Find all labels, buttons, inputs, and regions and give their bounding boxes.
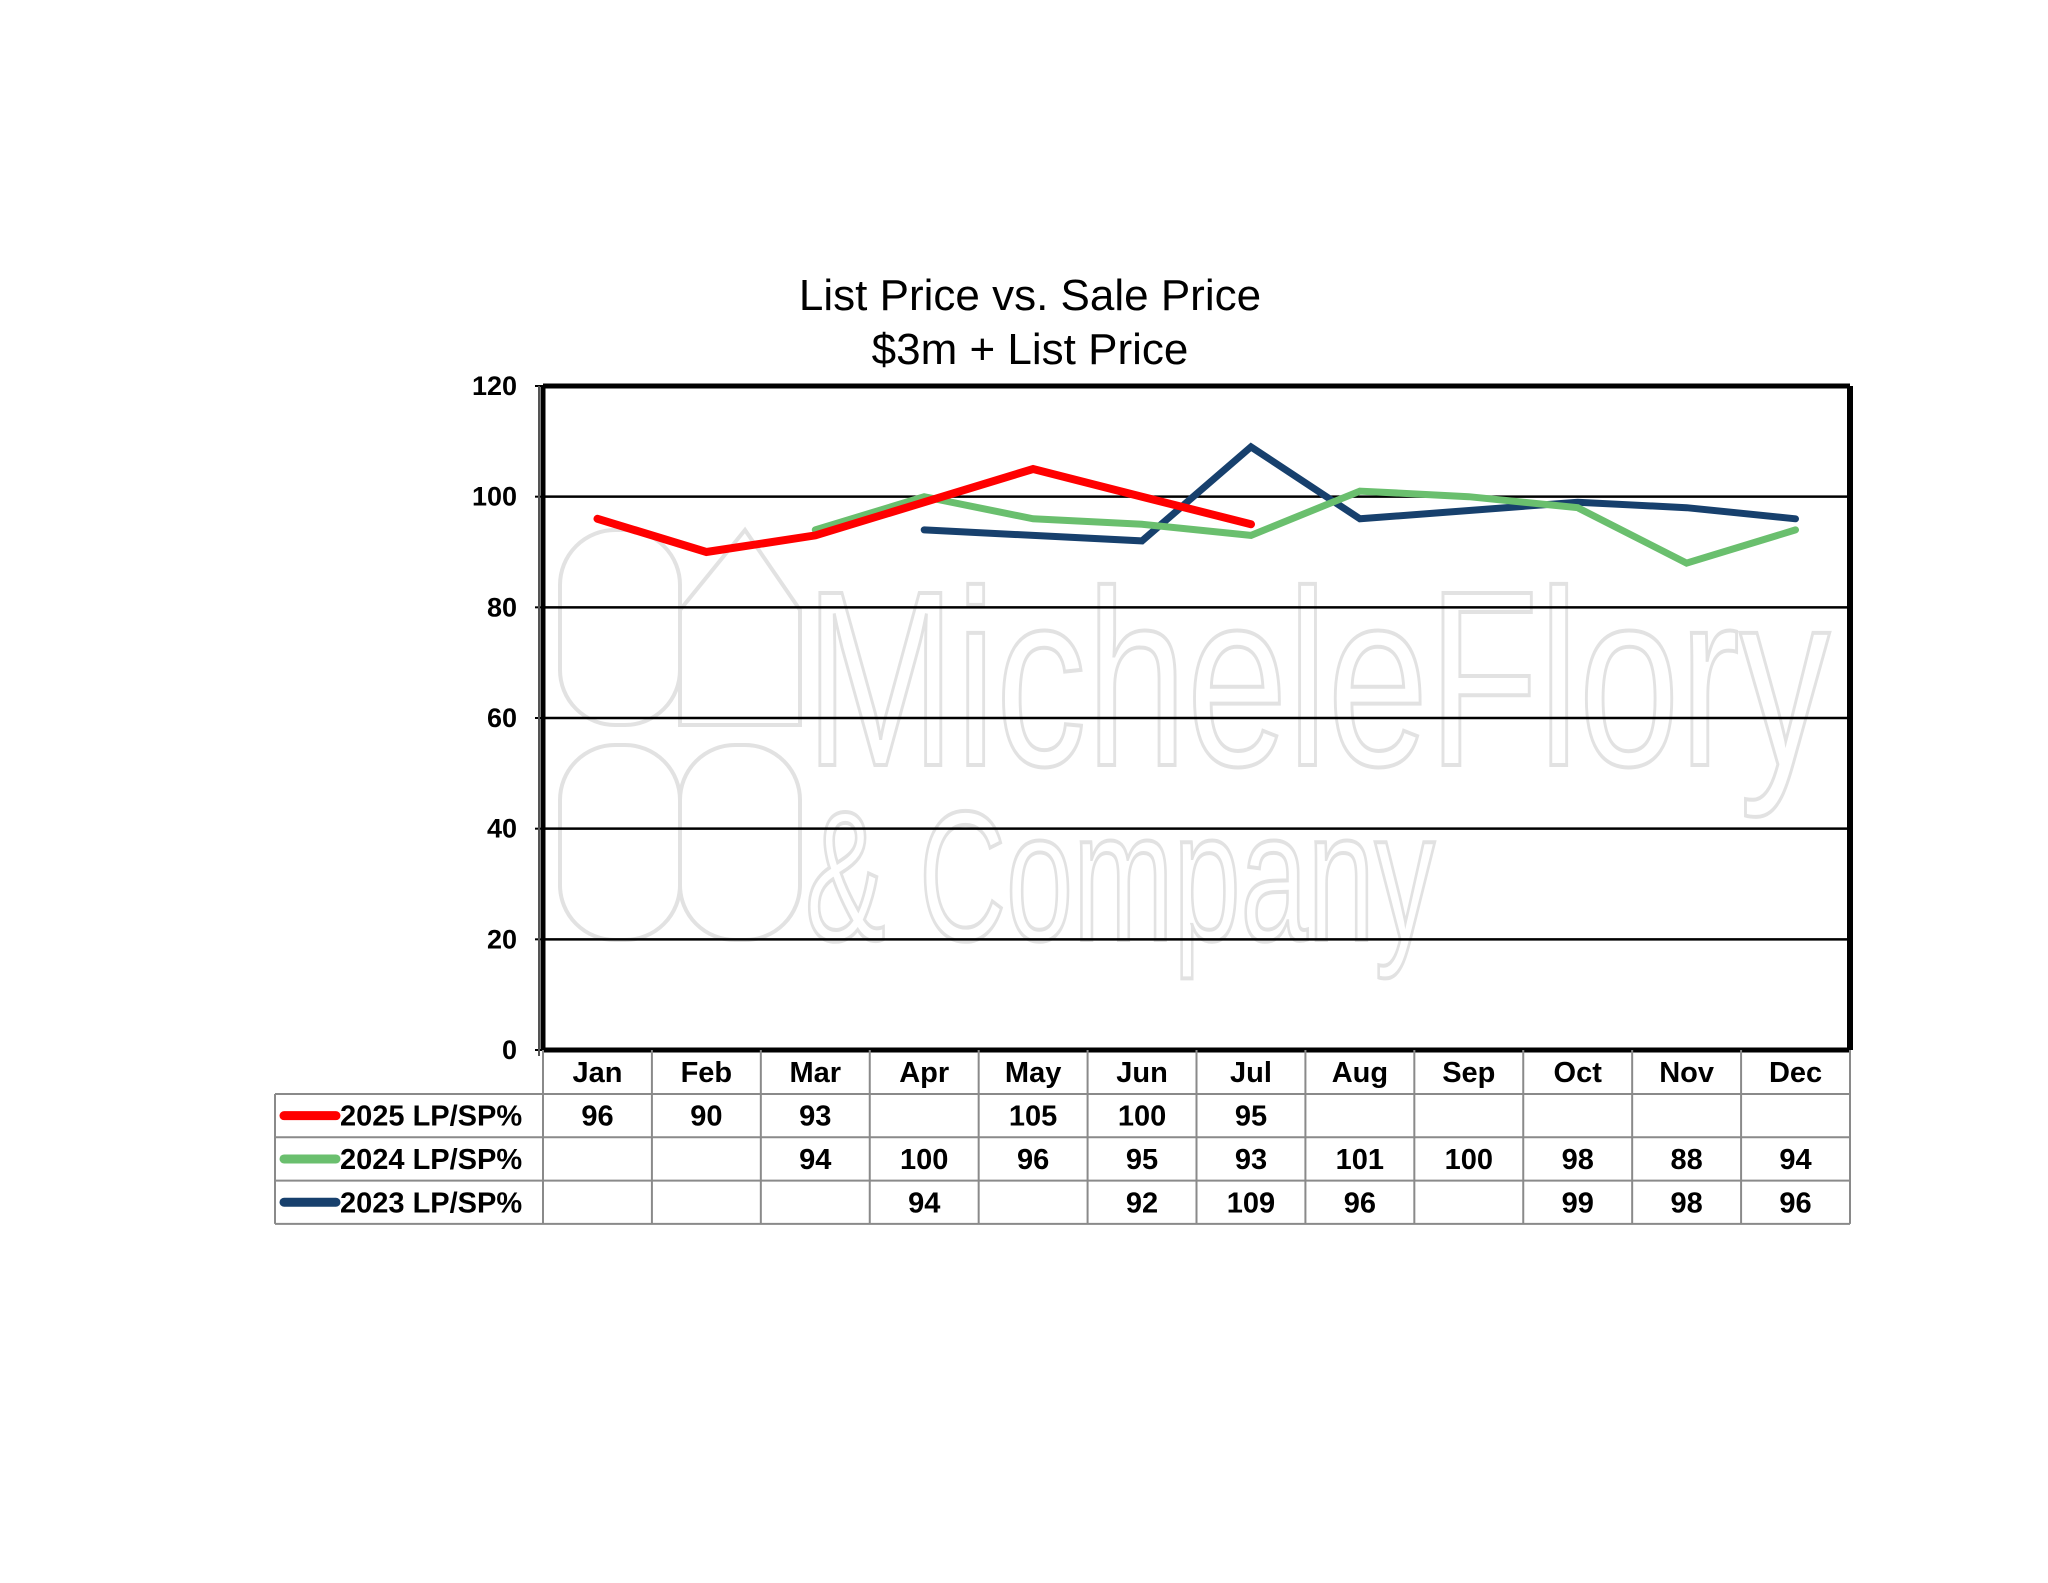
watermark-line1: MicheleFlory xyxy=(805,539,1830,818)
x-category-label: Nov xyxy=(1659,1057,1714,1089)
table-cell-value: 94 xyxy=(799,1144,831,1176)
table-cell-value: 94 xyxy=(908,1187,940,1219)
series-lines xyxy=(593,442,1799,567)
table-cell-value: 98 xyxy=(1670,1187,1702,1219)
series-line-2 xyxy=(920,442,1799,545)
table-cell-value: 96 xyxy=(1017,1144,1049,1176)
x-category-label: Sep xyxy=(1442,1057,1495,1089)
y-tick-label: 0 xyxy=(502,1035,517,1065)
watermark-logo: MicheleFlory & Company xyxy=(558,526,1832,982)
table-cell-value: 95 xyxy=(1126,1144,1158,1176)
x-category-label: May xyxy=(1005,1057,1061,1089)
x-category-label: Jan xyxy=(572,1057,622,1089)
table-cell-value: 93 xyxy=(799,1101,831,1133)
legend-label: 2025 LP/SP% xyxy=(340,1101,522,1133)
table-cell-value: 99 xyxy=(1562,1187,1594,1219)
watermark-line2: & Company xyxy=(805,774,1435,980)
y-tick-label: 40 xyxy=(487,814,517,844)
series-line-0 xyxy=(593,464,1255,557)
legend-label: 2024 LP/SP% xyxy=(340,1144,522,1176)
table-cell-value: 93 xyxy=(1235,1144,1267,1176)
x-category-label: Dec xyxy=(1769,1057,1822,1089)
table-cell-value: 92 xyxy=(1126,1187,1158,1219)
x-category-label: Jul xyxy=(1230,1057,1272,1089)
x-category-label: Jun xyxy=(1116,1057,1168,1089)
table-cell-value: 98 xyxy=(1562,1144,1594,1176)
table-cell-value: 88 xyxy=(1670,1144,1702,1176)
table-cell-value: 96 xyxy=(1779,1187,1811,1219)
table-cell-value: 100 xyxy=(1445,1144,1493,1176)
chart-title: List Price vs. Sale Price xyxy=(799,271,1261,320)
x-category-label: Oct xyxy=(1554,1057,1603,1089)
y-tick-label: 100 xyxy=(472,482,517,512)
gridlines xyxy=(543,495,1850,941)
table-cell-value: 90 xyxy=(690,1101,722,1133)
table-cell-value: 100 xyxy=(900,1144,948,1176)
y-tick-label: 20 xyxy=(487,924,517,954)
table-cell-value: 100 xyxy=(1118,1101,1166,1133)
table-cell-value: 96 xyxy=(581,1101,613,1133)
table-cell-value: 96 xyxy=(1344,1187,1376,1219)
series-line-1 xyxy=(811,487,1799,567)
x-category-label: Mar xyxy=(790,1057,842,1089)
chart-subtitle: $3m + List Price xyxy=(872,325,1189,374)
x-category-label: Apr xyxy=(899,1057,949,1089)
table-cell-value: 95 xyxy=(1235,1101,1267,1133)
data-table: Jan Feb Mar Apr May Jun Jul Aug Sep Oct Nov Dec 2025… xyxy=(274,1050,1851,1225)
y-tick-label: 120 xyxy=(472,371,517,401)
table-cell-value: 105 xyxy=(1009,1101,1057,1133)
y-tick-label: 80 xyxy=(487,592,517,622)
x-category-label: Aug xyxy=(1332,1057,1388,1089)
y-tick-label: 60 xyxy=(487,703,517,733)
x-category-label: Feb xyxy=(681,1057,733,1089)
legend-label: 2023 LP/SP% xyxy=(340,1187,522,1219)
table-cell-value: 109 xyxy=(1227,1187,1275,1219)
table-cell-value: 94 xyxy=(1779,1144,1811,1176)
table-cell-value: 101 xyxy=(1336,1144,1384,1176)
y-axis-ticks: 0 20 40 60 80 100 120 xyxy=(472,371,543,1065)
